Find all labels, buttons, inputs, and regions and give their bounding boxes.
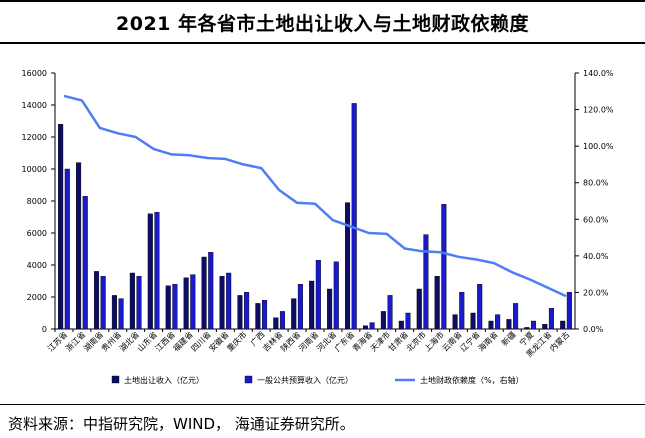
bar-land-revenue bbox=[201, 256, 207, 330]
category-label: 内蒙古 bbox=[547, 329, 571, 353]
left-tick-label: 4000 bbox=[27, 261, 47, 270]
bar-land-revenue bbox=[93, 271, 100, 330]
source-note: 资料来源：中指研究院，WIND， 海通证券研究所。 bbox=[0, 404, 645, 438]
bar-budget-revenue bbox=[566, 291, 572, 330]
bar-budget-revenue bbox=[118, 298, 124, 330]
bar-land-revenue bbox=[345, 202, 351, 330]
bar-budget-revenue bbox=[530, 320, 537, 330]
bar-budget-revenue bbox=[351, 103, 357, 330]
bar-budget-revenue bbox=[64, 168, 70, 330]
bar-land-revenue bbox=[76, 162, 82, 330]
legend-swatch-budget-revenue bbox=[244, 375, 253, 384]
bar-land-revenue bbox=[219, 275, 225, 330]
bar-land-revenue bbox=[362, 325, 368, 330]
right-tick-label: 60.0% bbox=[583, 215, 609, 224]
right-tick-label: 100.0% bbox=[583, 142, 614, 151]
bar-land-revenue bbox=[380, 311, 386, 330]
bar-land-revenue bbox=[309, 280, 315, 330]
bar-budget-revenue bbox=[190, 274, 196, 330]
left-tick-label: 10000 bbox=[22, 165, 47, 174]
right-tick-label: 0.0% bbox=[583, 325, 604, 334]
right-tick-label: 40.0% bbox=[583, 252, 609, 261]
bar-budget-revenue bbox=[387, 295, 393, 330]
left-tick-label: 14000 bbox=[22, 101, 47, 110]
bar-budget-revenue bbox=[244, 291, 250, 330]
bar-budget-revenue bbox=[154, 211, 160, 330]
bar-budget-revenue bbox=[100, 275, 106, 330]
bar-land-revenue bbox=[488, 320, 494, 330]
bar-budget-revenue bbox=[459, 291, 465, 330]
category-label: 海南省 bbox=[476, 329, 500, 353]
bar-land-revenue bbox=[183, 277, 189, 330]
bar-land-revenue bbox=[452, 314, 458, 330]
legend-label: 一般公共预算收入（亿元） bbox=[257, 375, 353, 385]
right-tick-label: 80.0% bbox=[583, 179, 609, 188]
left-tick-label: 6000 bbox=[27, 229, 47, 238]
bar-land-revenue bbox=[398, 320, 404, 330]
bar-budget-revenue bbox=[208, 251, 214, 330]
bar-budget-revenue bbox=[548, 308, 554, 330]
bar-budget-revenue bbox=[405, 312, 411, 330]
bar-budget-revenue bbox=[226, 272, 232, 330]
right-tick-label: 140.0% bbox=[583, 69, 614, 78]
bar-land-revenue bbox=[470, 312, 476, 330]
bar-land-revenue bbox=[327, 288, 333, 330]
bar-land-revenue bbox=[147, 213, 153, 330]
left-tick-label: 16000 bbox=[22, 69, 47, 78]
legend-swatch-land-revenue bbox=[111, 375, 120, 384]
bar-land-revenue bbox=[111, 295, 117, 330]
bar-land-revenue bbox=[165, 285, 171, 330]
bar-land-revenue bbox=[129, 272, 135, 330]
category-label: 新疆 bbox=[499, 329, 517, 347]
bar-land-revenue bbox=[291, 298, 297, 330]
right-tick-label: 120.0% bbox=[583, 106, 614, 115]
bar-land-revenue bbox=[255, 303, 261, 330]
bar-budget-revenue bbox=[333, 261, 339, 330]
bar-budget-revenue bbox=[279, 311, 286, 330]
chart-area: 0 2000 4000 6000 8000 10000 12000 14000 16000 0.0… bbox=[0, 50, 645, 405]
chart-title-bar: 2021 年各省市土地出让收入与土地财政依赖度 bbox=[0, 0, 645, 44]
bar-budget-revenue bbox=[82, 195, 88, 330]
dependency-line bbox=[63, 94, 567, 298]
bar-budget-revenue bbox=[513, 303, 519, 330]
bar-budget-revenue bbox=[369, 322, 375, 330]
bar-budget-revenue bbox=[441, 203, 447, 330]
left-tick-label: 12000 bbox=[22, 133, 47, 142]
bar-land-revenue bbox=[524, 327, 530, 330]
bar-budget-revenue bbox=[423, 234, 429, 330]
combo-chart: 0 2000 4000 6000 8000 10000 12000 14000 16000 0.0… bbox=[22, 69, 614, 385]
bar-land-revenue bbox=[416, 288, 422, 330]
bar-land-revenue bbox=[434, 275, 440, 330]
left-tick-label: 0 bbox=[42, 325, 47, 334]
bar-land-revenue bbox=[273, 317, 279, 330]
category-label: 重庆市 bbox=[225, 329, 249, 353]
left-tick-label: 8000 bbox=[27, 197, 47, 206]
bar-budget-revenue bbox=[495, 314, 501, 330]
bar-land-revenue bbox=[506, 319, 512, 330]
bar-budget-revenue bbox=[477, 283, 483, 330]
legend-label: 土地财政依赖度（%，右轴） bbox=[420, 375, 524, 385]
left-tick-label: 2000 bbox=[27, 293, 47, 302]
bar-land-revenue bbox=[237, 295, 243, 330]
bar-land-revenue bbox=[542, 324, 548, 330]
bar-land-revenue bbox=[560, 320, 566, 330]
bar-budget-revenue bbox=[315, 259, 321, 330]
bar-budget-revenue bbox=[136, 275, 142, 330]
right-tick-label: 20.0% bbox=[583, 288, 609, 297]
bar-budget-revenue bbox=[172, 283, 178, 330]
bar-land-revenue bbox=[58, 123, 64, 330]
legend-label: 土地出让收入（亿元） bbox=[124, 375, 204, 385]
chart-title: 2021 年各省市土地出让收入与土地财政依赖度 bbox=[116, 12, 529, 35]
bar-budget-revenue bbox=[262, 299, 268, 330]
bar-budget-revenue bbox=[297, 283, 303, 330]
